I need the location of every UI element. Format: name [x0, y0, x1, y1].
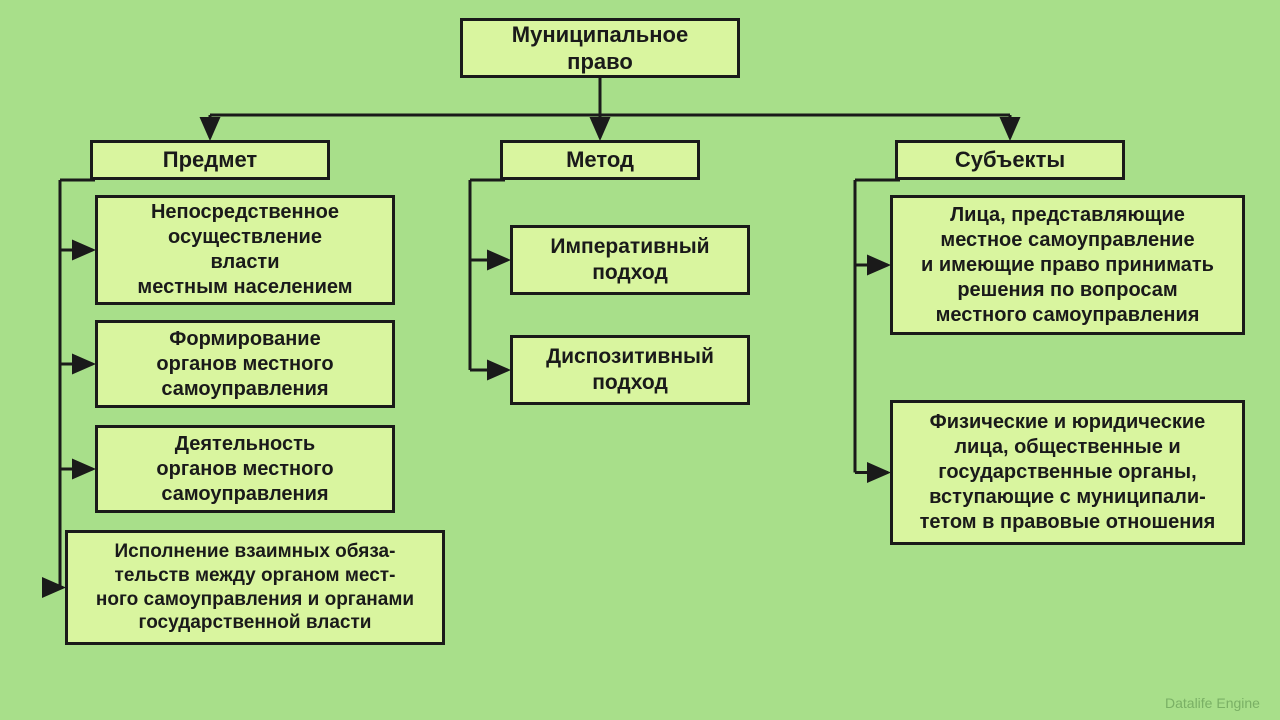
branch-header-2: Субъекты	[895, 140, 1125, 180]
branch-1-item-0: Императивныйподход	[510, 225, 750, 295]
root-box: Муниципальноеправо	[460, 18, 740, 78]
watermark-text: Datalife Engine	[1165, 695, 1260, 711]
branch-0-item-1: Формированиеорганов местногосамоуправлен…	[95, 320, 395, 408]
branch-2-item-0: Лица, представляющиеместное самоуправлен…	[890, 195, 1245, 335]
branch-0-item-3: Исполнение взаимных обяза-тельств между …	[65, 530, 445, 645]
branch-header-0: Предмет	[90, 140, 330, 180]
branch-0-item-2: Деятельностьорганов местногосамоуправлен…	[95, 425, 395, 513]
branch-0-item-0: Непосредственноеосуществлениевластиместн…	[95, 195, 395, 305]
branch-1-item-1: Диспозитивныйподход	[510, 335, 750, 405]
branch-2-item-1: Физические и юридическиелица, общественн…	[890, 400, 1245, 545]
branch-header-1: Метод	[500, 140, 700, 180]
